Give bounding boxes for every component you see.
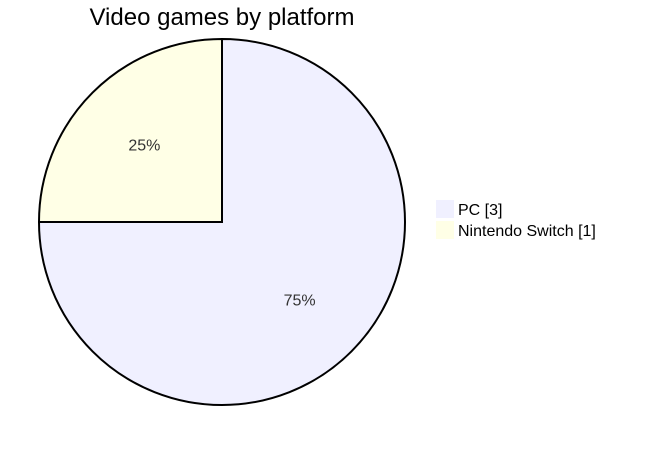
chart-title: Video games by platform <box>89 4 354 31</box>
legend-label-pc: PC [3] <box>458 202 502 219</box>
percent-labels: 75% 25% <box>128 137 315 309</box>
legend-label-nintendo-switch: Nintendo Switch [1] <box>458 223 596 240</box>
legend-swatch-nintendo-switch <box>436 221 454 239</box>
percent-label-pc: 75% <box>284 293 316 310</box>
percent-label-nintendo-switch: 25% <box>128 137 160 154</box>
legend-swatch-pc <box>436 200 454 218</box>
legend: PC [3] Nintendo Switch [1] <box>436 200 596 240</box>
pie-slices <box>37 37 406 406</box>
pie-slice-pc <box>37 37 406 406</box>
pie-slice-nintendo-switch <box>37 37 223 223</box>
